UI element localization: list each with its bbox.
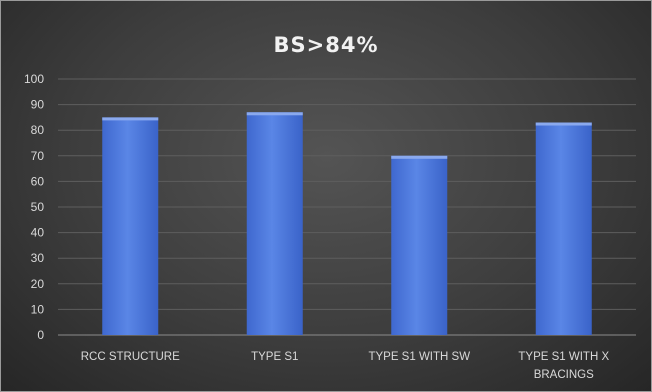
y-tick-label: 30 (31, 251, 45, 265)
x-category-label: RCC STRUCTURE (81, 351, 180, 363)
chart-title: BS>84% (274, 33, 379, 57)
x-category-label: TYPE S1 (251, 351, 298, 363)
bars (102, 112, 592, 336)
y-tick-label: 40 (31, 226, 45, 240)
y-tick-label: 50 (31, 200, 45, 214)
y-tick-label: 60 (31, 174, 45, 188)
bar-top-highlight (102, 117, 159, 121)
x-axis-labels: RCC STRUCTURE TYPE S1 TYPE S1 WITH SW TYPE … (81, 351, 610, 381)
bar (246, 112, 303, 335)
bar (535, 122, 592, 336)
y-tick-label: 90 (31, 98, 45, 112)
y-tick-label: 20 (31, 277, 45, 291)
bar-top-highlight (391, 155, 448, 159)
x-category-label: BRACINGS (534, 369, 594, 381)
x-category-label: TYPE S1 WITH X (518, 351, 609, 363)
y-tick-label: 100 (24, 72, 44, 86)
x-category-label: TYPE S1 WITH SW (368, 351, 470, 363)
bar-top-highlight (246, 112, 303, 116)
bar (102, 117, 159, 336)
y-tick-label: 80 (31, 123, 45, 137)
bar-top-highlight (535, 122, 592, 126)
y-tick-label: 0 (37, 328, 44, 342)
y-tick-label: 70 (31, 149, 45, 163)
y-axis-ticks: 0 10 20 30 40 50 60 70 80 90 100 (24, 72, 44, 342)
y-tick-label: 10 (31, 302, 45, 316)
bar (391, 155, 448, 335)
